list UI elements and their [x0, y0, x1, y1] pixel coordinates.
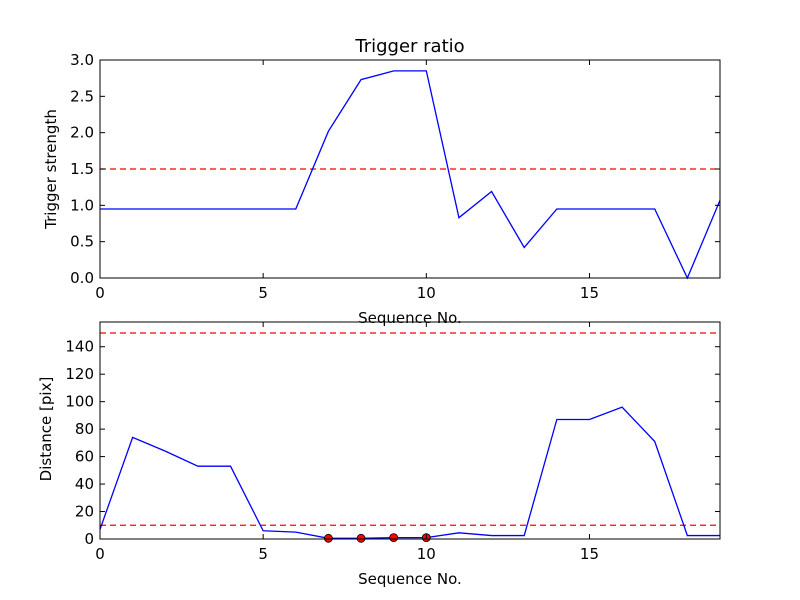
y-tick-label: 0	[84, 530, 94, 548]
trigger-ratio-plot: Trigger ratio Sequence No. Trigger stren…	[42, 36, 721, 327]
plot-title: Trigger ratio	[354, 36, 464, 57]
y-tick-label: 40	[75, 475, 94, 493]
y-axis-label: Trigger strength	[42, 109, 60, 230]
x-tick-label: 0	[95, 284, 105, 302]
x-tick-label: 5	[258, 545, 268, 563]
x-tick-label: 5	[258, 284, 268, 302]
series-line	[99, 406, 720, 539]
y-axis-label: Distance [pix]	[37, 377, 55, 482]
x-tick-label: 15	[580, 284, 599, 302]
y-tick-label: 140	[65, 338, 94, 356]
data-point-marker	[324, 533, 333, 543]
y-tick-label: 80	[75, 420, 94, 438]
y-tick-label: 0.0	[70, 269, 94, 287]
y-tick-label: 2.5	[70, 87, 94, 105]
y-tick-label: 3.0	[70, 51, 94, 69]
distance-plot: Sequence No. Distance [pix] 0 5 10 15 0 20 40 6…	[37, 321, 721, 588]
y-tick-label: 1.5	[70, 160, 94, 178]
y-tick-label: 120	[65, 365, 94, 383]
data-point-marker	[389, 533, 399, 543]
x-axis-label: Sequence No.	[358, 309, 462, 327]
data-point-marker	[356, 533, 366, 543]
series-line	[100, 70, 721, 280]
y-tick-label: 60	[75, 448, 94, 466]
x-tick-label: 10	[417, 545, 436, 563]
x-tick-label: 15	[580, 545, 599, 563]
y-tick-label: 100	[65, 393, 94, 411]
axes-frame	[99, 321, 721, 540]
y-tick-label: 0.5	[70, 233, 94, 251]
x-tick-label: 0	[95, 545, 105, 563]
x-tick-label: 10	[417, 284, 436, 302]
y-tick-label: 1.0	[70, 196, 94, 214]
y-tick-label: 20	[75, 503, 94, 521]
x-axis-label: Sequence No.	[358, 570, 462, 588]
y-tick-label: 2.0	[70, 124, 94, 142]
